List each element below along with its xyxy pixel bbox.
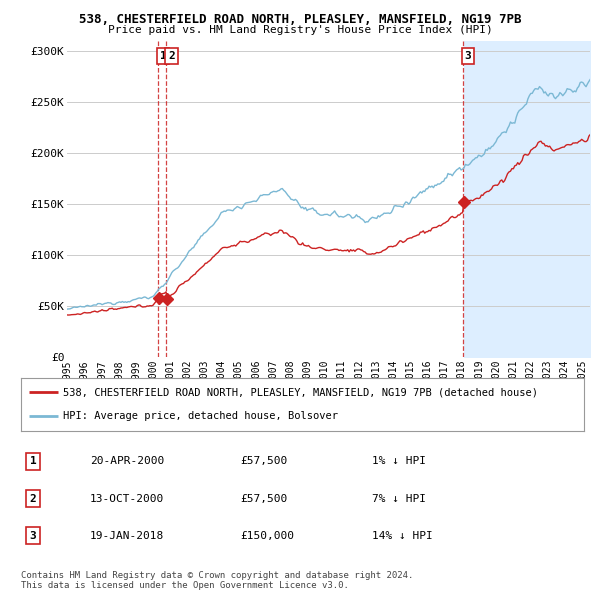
Text: 2: 2	[168, 51, 175, 61]
Text: 20-APR-2000: 20-APR-2000	[90, 457, 164, 466]
Text: 14% ↓ HPI: 14% ↓ HPI	[372, 531, 433, 540]
Text: 538, CHESTERFIELD ROAD NORTH, PLEASLEY, MANSFIELD, NG19 7PB (detached house): 538, CHESTERFIELD ROAD NORTH, PLEASLEY, …	[63, 388, 538, 398]
Text: 1: 1	[29, 457, 37, 466]
Text: £57,500: £57,500	[240, 457, 287, 466]
Text: 538, CHESTERFIELD ROAD NORTH, PLEASLEY, MANSFIELD, NG19 7PB: 538, CHESTERFIELD ROAD NORTH, PLEASLEY, …	[79, 13, 521, 26]
Text: HPI: Average price, detached house, Bolsover: HPI: Average price, detached house, Bols…	[63, 411, 338, 421]
Text: 13-OCT-2000: 13-OCT-2000	[90, 494, 164, 503]
Text: 19-JAN-2018: 19-JAN-2018	[90, 531, 164, 540]
Text: 7% ↓ HPI: 7% ↓ HPI	[372, 494, 426, 503]
Text: £57,500: £57,500	[240, 494, 287, 503]
Text: 2: 2	[29, 494, 37, 503]
Text: 3: 3	[29, 531, 37, 540]
Text: £150,000: £150,000	[240, 531, 294, 540]
Text: 1: 1	[160, 51, 167, 61]
Text: This data is licensed under the Open Government Licence v3.0.: This data is licensed under the Open Gov…	[21, 581, 349, 590]
Text: 1% ↓ HPI: 1% ↓ HPI	[372, 457, 426, 466]
Text: Contains HM Land Registry data © Crown copyright and database right 2024.: Contains HM Land Registry data © Crown c…	[21, 571, 413, 580]
Text: 3: 3	[464, 51, 471, 61]
Text: Price paid vs. HM Land Registry's House Price Index (HPI): Price paid vs. HM Land Registry's House …	[107, 25, 493, 35]
